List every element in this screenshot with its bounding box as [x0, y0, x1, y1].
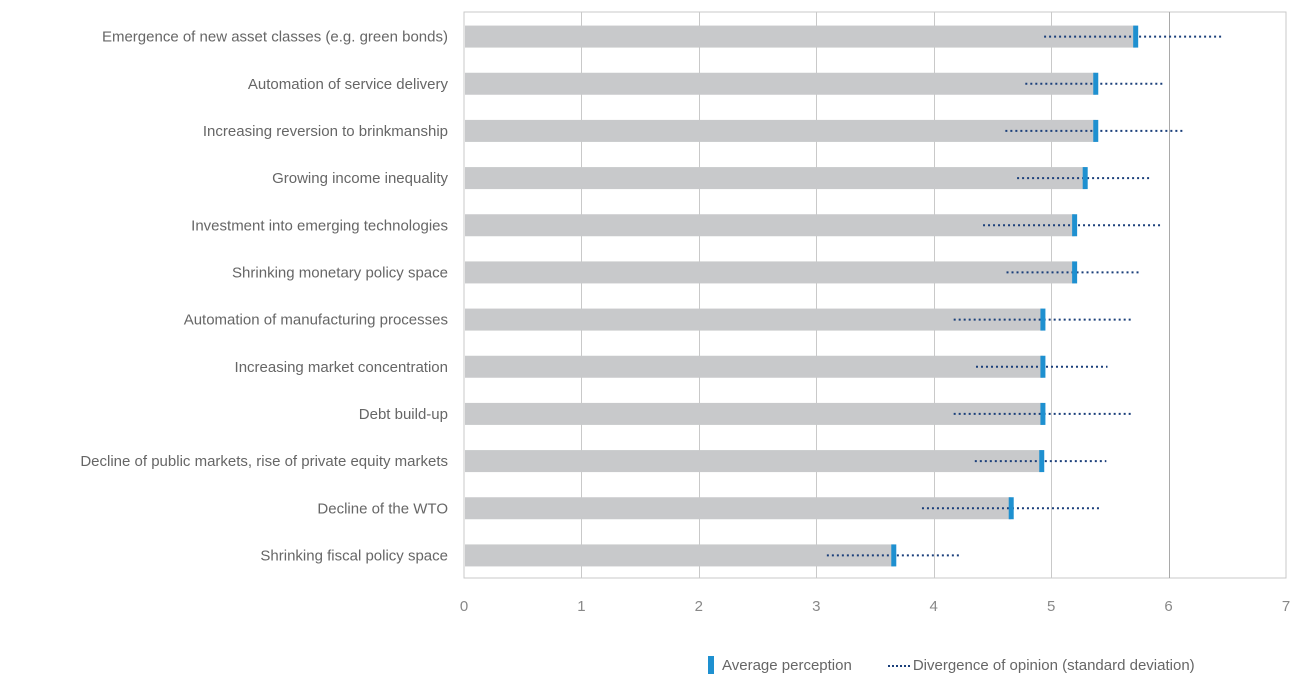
category-label: Investment into emerging technologies [191, 217, 448, 234]
mean-marker [1039, 450, 1045, 473]
x-tick-label: 5 [1047, 598, 1055, 615]
legend-mean-label: Average perception [722, 656, 852, 674]
mean-marker [1093, 72, 1099, 95]
category-label-layer: Emergence of new asset classes (e.g. gre… [80, 29, 448, 565]
bar [465, 167, 1086, 190]
bar [465, 497, 1012, 520]
mean-marker [1008, 497, 1014, 520]
x-tick-label: 7 [1282, 598, 1290, 615]
bar-layer [465, 25, 1224, 567]
mean-marker [1133, 25, 1139, 48]
legend-divergence-label: Divergence of opinion (standard deviatio… [912, 656, 1195, 674]
x-tick-label: 0 [460, 598, 468, 615]
plot-frame [463, 11, 1287, 579]
mean-marker [1093, 119, 1099, 142]
bar [465, 308, 1043, 331]
mean-marker [1082, 167, 1088, 190]
bar [465, 355, 1043, 378]
x-tick-label: 3 [812, 598, 820, 615]
bar [465, 119, 1096, 142]
legend: Average perception Divergence of opinion… [708, 656, 1195, 674]
category-label: Emergence of new asset classes (e.g. gre… [102, 29, 448, 46]
category-label: Automation of service delivery [248, 76, 449, 93]
x-tick-label: 2 [695, 598, 703, 615]
legend-mean-swatch [708, 656, 714, 674]
mean-marker [1040, 308, 1046, 331]
category-label: Decline of public markets, rise of priva… [80, 453, 448, 470]
category-label: Growing income inequality [272, 170, 448, 187]
bar [465, 25, 1136, 48]
bar [465, 402, 1043, 425]
category-label: Shrinking monetary policy space [232, 264, 448, 281]
bar [465, 214, 1075, 237]
grid-layer [463, 11, 1287, 579]
x-tick-label-layer: 0 1 2 3 4 5 6 7 [460, 598, 1290, 615]
mean-marker [1072, 261, 1078, 284]
mean-marker [891, 544, 897, 567]
category-label: Shrinking fiscal policy space [260, 547, 448, 564]
bar [465, 544, 894, 567]
bar [465, 450, 1042, 473]
x-tick-label: 1 [577, 598, 585, 615]
category-label: Decline of the WTO [317, 500, 448, 517]
category-label: Increasing market concentration [235, 359, 448, 376]
x-tick-label: 6 [1164, 598, 1172, 615]
x-tick-label: 4 [930, 598, 938, 615]
mean-marker [1040, 355, 1046, 378]
category-label: Increasing reversion to brinkmanship [203, 123, 448, 140]
bar [465, 72, 1096, 95]
legend-divergence-swatch [887, 665, 910, 667]
category-label: Debt build-up [359, 406, 448, 423]
bar [465, 261, 1075, 284]
category-label: Automation of manufacturing processes [184, 312, 448, 329]
mean-marker [1040, 402, 1046, 425]
mean-marker [1072, 214, 1078, 237]
